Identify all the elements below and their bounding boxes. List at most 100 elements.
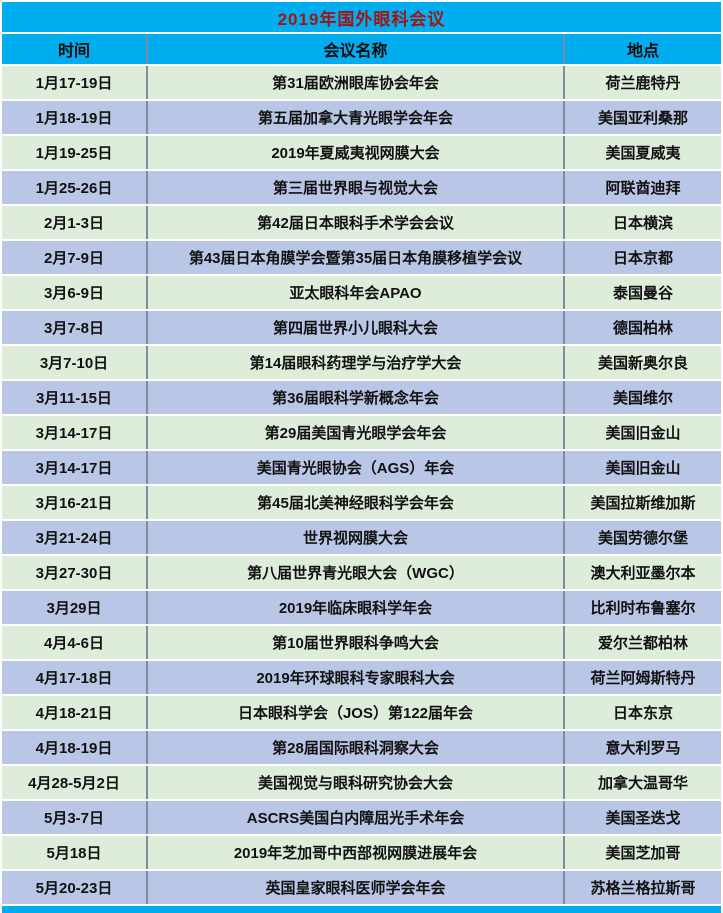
- table-row: 3月6-9日 亚太眼科年会APAO 泰国曼谷: [2, 276, 721, 311]
- cell-conference-name: 第45届北美神经眼科学会年会: [148, 486, 565, 519]
- cell-conference-name: 第42届日本眼科手术学会会议: [148, 206, 565, 239]
- next-row-peek-strip: [2, 906, 721, 913]
- cell-time: 4月17-18日: [2, 661, 148, 694]
- cell-time: 3月14-17日: [2, 416, 148, 449]
- cell-conference-name: 第10届世界眼科争鸣大会: [148, 626, 565, 659]
- cell-location: 荷兰阿姆斯特丹: [590, 670, 696, 687]
- cell-location: 日本东京: [612, 705, 673, 722]
- table-row: 1月19-25日 2019年夏威夷视网膜大会 美国夏威夷: [2, 136, 721, 171]
- cell-time: 3月16-21日: [2, 486, 148, 519]
- cell-conference-name: 2019年夏威夷视网膜大会: [148, 136, 565, 169]
- table-row: 4月18-21日 日本眼科学会（JOS）第122届年会 日本东京: [2, 696, 721, 731]
- table-row: 5月3-7日 ASCRS美国白内障屈光手术年会 美国圣迭戈: [2, 801, 721, 836]
- table-title: 2019年国外眼科会议: [2, 2, 721, 34]
- cell-location: 泰国曼谷: [612, 285, 673, 302]
- table-row: 3月7-8日 第四届世界小儿眼科大会 德国柏林: [2, 311, 721, 346]
- cell-time: 3月11-15日: [2, 381, 148, 414]
- cell-location: 比利时布鲁塞尔: [590, 600, 696, 617]
- table-row: 3月14-17日 第29届美国青光眼学会年会 美国旧金山: [2, 416, 721, 451]
- cell-location: 爱尔兰都柏林: [597, 635, 688, 652]
- cell-time: 4月18-21日: [2, 696, 148, 729]
- cell-time: 3月7-10日: [2, 346, 148, 379]
- cell-time: 1月18-19日: [2, 101, 148, 134]
- cell-time: 2月1-3日: [2, 206, 148, 239]
- cell-time: 4月4-6日: [2, 626, 148, 659]
- cell-location: 日本横滨: [612, 215, 673, 232]
- table-row: 3月29日 2019年临床眼科学年会 比利时布鲁塞尔: [2, 591, 721, 626]
- cell-time: 4月28-5月2日: [2, 766, 148, 799]
- cell-conference-name: 美国青光眼协会（AGS）年会: [148, 451, 565, 484]
- table-row: 4月4-6日 第10届世界眼科争鸣大会 爱尔兰都柏林: [2, 626, 721, 661]
- cell-conference-name: 世界视网膜大会: [148, 521, 565, 554]
- table-row: 2月7-9日 第43届日本角膜学会暨第35届日本角膜移植学会议 日本京都: [2, 241, 721, 276]
- cell-time: 3月21-24日: [2, 521, 148, 554]
- column-header-location: 地点: [626, 43, 659, 60]
- cell-time: 3月29日: [2, 591, 148, 624]
- cell-time: 1月17-19日: [2, 66, 148, 99]
- cell-location: 澳大利亚墨尔本: [590, 565, 696, 582]
- cell-location: 美国夏威夷: [605, 145, 681, 162]
- column-header-conference-name: 会议名称: [148, 34, 565, 64]
- cell-location: 美国亚利桑那: [597, 110, 688, 127]
- cell-conference-name: 第29届美国青光眼学会年会: [148, 416, 565, 449]
- table-row: 1月25-26日 第三届世界眼与视觉大会 阿联酋迪拜: [2, 171, 721, 206]
- cell-location: 美国维尔: [612, 390, 673, 407]
- table-row: 3月14-17日 美国青光眼协会（AGS）年会 美国旧金山: [2, 451, 721, 486]
- cell-time: 1月25-26日: [2, 171, 148, 204]
- cell-time: 5月3-7日: [2, 801, 148, 834]
- cell-location: 美国芝加哥: [605, 845, 681, 862]
- cell-location: 阿联酋迪拜: [605, 180, 681, 197]
- cell-location: 荷兰鹿特丹: [605, 75, 681, 92]
- cell-conference-name: 2019年环球眼科专家眼科大会: [148, 661, 565, 694]
- cell-conference-name: 2019年芝加哥中西部视网膜进展年会: [148, 836, 565, 869]
- cell-conference-name: 第36届眼科学新概念年会: [148, 381, 565, 414]
- table-row: 4月17-18日 2019年环球眼科专家眼科大会 荷兰阿姆斯特丹: [2, 661, 721, 696]
- cell-conference-name: 日本眼科学会（JOS）第122届年会: [148, 696, 565, 729]
- table-row: 5月20-23日 英国皇家眼科医师学会年会 苏格兰格拉斯哥: [2, 871, 721, 906]
- cell-conference-name: 英国皇家眼科医师学会年会: [148, 871, 565, 904]
- table-row: 3月11-15日 第36届眼科学新概念年会 美国维尔: [2, 381, 721, 416]
- cell-conference-name: 第43届日本角膜学会暨第35届日本角膜移植学会议: [148, 241, 565, 274]
- cell-conference-name: 第五届加拿大青光眼学会年会: [148, 101, 565, 134]
- cell-conference-name: 第四届世界小儿眼科大会: [148, 311, 565, 344]
- table-row: 3月16-21日 第45届北美神经眼科学会年会 美国拉斯维加斯: [2, 486, 721, 521]
- table-header: 时间 会议名称 地点: [2, 34, 721, 66]
- cell-time: 3月7-8日: [2, 311, 148, 344]
- table-row: 4月18-19日 第28届国际眼科洞察大会 意大利罗马: [2, 731, 721, 766]
- cell-conference-name: 第31届欧洲眼库协会年会: [148, 66, 565, 99]
- table-row: 2月1-3日 第42届日本眼科手术学会会议 日本横滨: [2, 206, 721, 241]
- cell-time: 5月18日: [2, 836, 148, 869]
- cell-conference-name: 第14届眼科药理学与治疗学大会: [148, 346, 565, 379]
- table-body: 1月17-19日 第31届欧洲眼库协会年会 荷兰鹿特丹 1月18-19日 第五届加拿大青…: [2, 66, 721, 906]
- table-row: 1月18-19日 第五届加拿大青光眼学会年会 美国亚利桑那: [2, 101, 721, 136]
- cell-time: 3月27-30日: [2, 556, 148, 589]
- cell-location: 加拿大温哥华: [597, 775, 688, 792]
- cell-time: 2月7-9日: [2, 241, 148, 274]
- table-row: 4月28-5月2日 美国视觉与眼科研究协会大会 加拿大温哥华: [2, 766, 721, 801]
- table-row: 1月17-19日 第31届欧洲眼库协会年会 荷兰鹿特丹: [2, 66, 721, 101]
- cell-time: 3月6-9日: [2, 276, 148, 309]
- cell-location: 美国新奥尔良: [597, 355, 688, 372]
- table-row: 3月27-30日 第八届世界青光眼大会（WGC） 澳大利亚墨尔本: [2, 556, 721, 591]
- cell-conference-name: 2019年临床眼科学年会: [148, 591, 565, 624]
- column-header-time: 时间: [2, 34, 148, 64]
- cell-location: 日本京都: [612, 250, 673, 267]
- cell-time: 1月19-25日: [2, 136, 148, 169]
- cell-conference-name: 亚太眼科年会APAO: [148, 276, 565, 309]
- cell-location: 美国劳德尔堡: [597, 530, 688, 547]
- table-row: 3月21-24日 世界视网膜大会 美国劳德尔堡: [2, 521, 721, 556]
- cell-location: 美国旧金山: [605, 460, 681, 477]
- cell-location: 苏格兰格拉斯哥: [590, 880, 696, 897]
- cell-conference-name: 第八届世界青光眼大会（WGC）: [148, 556, 565, 589]
- cell-location: 美国旧金山: [605, 425, 681, 442]
- cell-time: 5月20-23日: [2, 871, 148, 904]
- cell-location: 美国拉斯维加斯: [590, 495, 696, 512]
- table-row: 3月7-10日 第14届眼科药理学与治疗学大会 美国新奥尔良: [2, 346, 721, 381]
- cell-location: 德国柏林: [612, 320, 673, 337]
- cell-conference-name: 第28届国际眼科洞察大会: [148, 731, 565, 764]
- cell-location: 美国圣迭戈: [605, 810, 681, 827]
- cell-conference-name: 第三届世界眼与视觉大会: [148, 171, 565, 204]
- cell-conference-name: 美国视觉与眼科研究协会大会: [148, 766, 565, 799]
